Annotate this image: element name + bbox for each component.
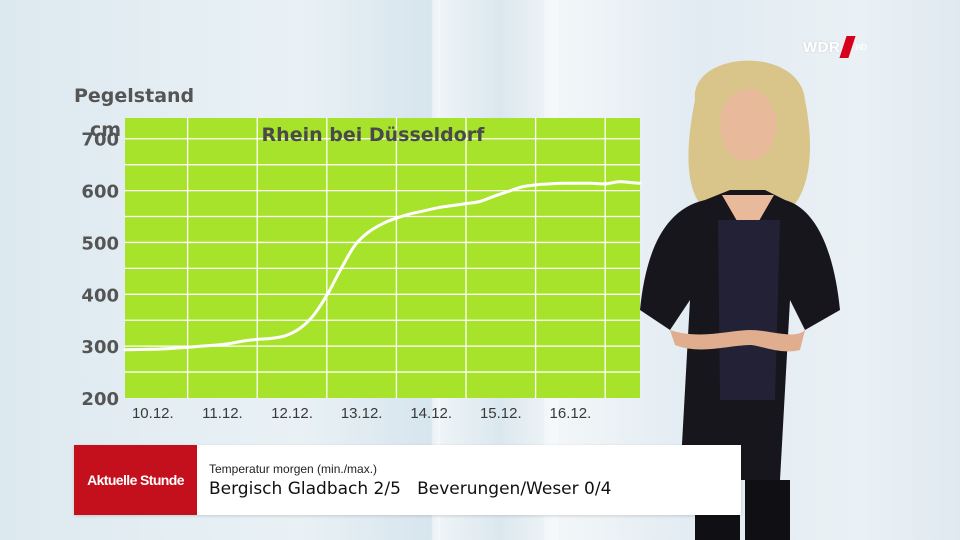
y-tick-label: 300	[81, 337, 119, 358]
x-tick-label: 12.12.	[271, 405, 313, 422]
lower-third-banner: Aktuelle Stunde Temperatur morgen (min./…	[74, 445, 741, 515]
y-tick-label: 200	[81, 389, 119, 410]
y-tick-label: 500	[81, 233, 119, 254]
x-tick-label: 15.12.	[480, 405, 522, 422]
x-tick-label: 10.12.	[132, 405, 174, 422]
water-level-line	[123, 180, 642, 352]
y-axis-unit: cm	[90, 119, 121, 141]
logo-hd-badge: HD	[855, 42, 867, 52]
chart-title: Rhein bei Düsseldorf	[262, 124, 486, 146]
wdr-logo: WDR HD	[803, 36, 867, 58]
x-tick-label: 16.12.	[550, 405, 592, 422]
y-tick-label: 600	[81, 182, 119, 203]
y-tick-label: 400	[81, 285, 119, 306]
y-tick-label: 700	[81, 130, 119, 151]
lower-third-subtitle: Temperatur morgen (min./max.)	[209, 461, 378, 476]
x-tick-label: 13.12.	[341, 405, 383, 422]
lower-third-headline: Bergisch Gladbach 2/5 Beverungen/Weser 0…	[209, 478, 612, 499]
x-tick-label: 14.12.	[410, 405, 452, 422]
x-tick-label: 11.12.	[202, 405, 243, 422]
presenter-figure	[640, 60, 840, 540]
show-name-tag: Aktuelle Stunde	[74, 445, 197, 515]
show-name: Aktuelle Stunde	[87, 472, 184, 488]
chart-plot-area	[125, 118, 640, 398]
logo-text: WDR	[803, 38, 841, 56]
lower-third-text: Temperatur morgen (min./max.) Bergisch G…	[197, 445, 611, 515]
y-axis-label: Pegelstand	[74, 85, 194, 107]
logo-red-bar	[839, 36, 856, 58]
